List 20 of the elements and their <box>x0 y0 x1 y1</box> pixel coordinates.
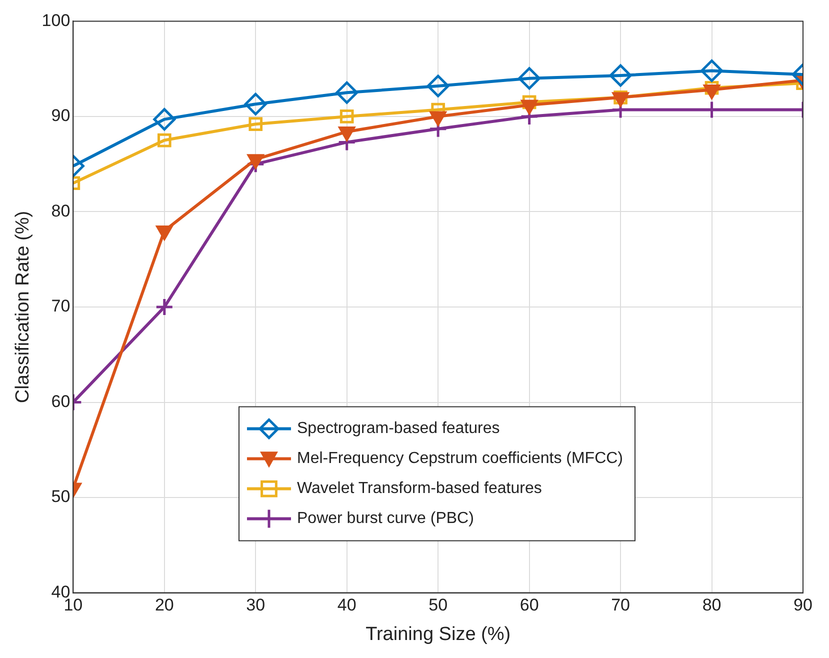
y-tick-label: 50 <box>51 487 70 506</box>
x-tick-label: 60 <box>520 596 539 615</box>
y-tick-label: 70 <box>51 296 70 316</box>
legend-label: Power burst curve (PBC) <box>296 510 474 528</box>
y-tick-label: 80 <box>51 201 70 220</box>
legend-label: Mel-Frequency Cepstrum coefficients (MFCC) <box>296 450 624 468</box>
x-tick-label: 20 <box>154 596 174 615</box>
y-tick-label: 60 <box>51 392 70 411</box>
y-tick-label: 90 <box>51 106 70 126</box>
x-tick-label: 50 <box>428 596 448 615</box>
y-tick-label: 100 <box>42 10 70 30</box>
x-tick-label: 70 <box>611 596 630 615</box>
x-tick-label: 90 <box>794 596 812 615</box>
y-axis-title: Classification Rate (%) <box>12 210 34 404</box>
x-tick-label: 40 <box>337 596 356 615</box>
x-tick-label: 80 <box>702 596 722 615</box>
x-axis-title: Training Size (%) <box>366 624 511 645</box>
legend-label: Spectrogram-based features <box>296 420 500 438</box>
legend-label: Wavelet Transform-based features <box>296 480 542 498</box>
x-tick-label: 30 <box>246 596 266 615</box>
